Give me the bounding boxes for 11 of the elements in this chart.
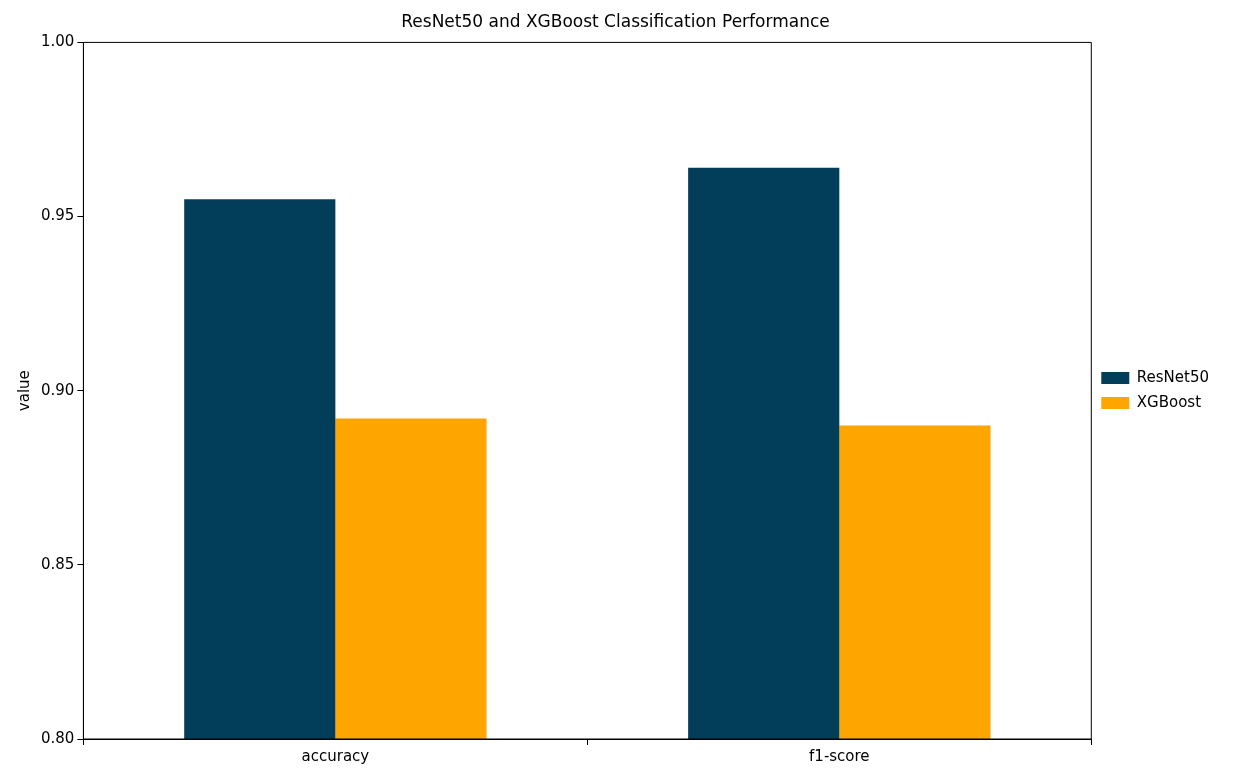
y-tick-label: 0.80 — [40, 728, 75, 747]
x-tick-label: f1-score — [809, 746, 870, 765]
legend-label: ResNet50 — [1136, 367, 1210, 386]
y-tick-label: 1.00 — [40, 32, 75, 51]
chart-title: ResNet50 and XGBoost Classification Performance — [401, 10, 830, 31]
legend-label: XGBoost — [1136, 392, 1202, 411]
y-tick-label: 0.95 — [40, 206, 75, 225]
y-tick-label: 0.85 — [40, 554, 75, 573]
y-axis-title: value — [14, 370, 33, 412]
x-tick-label: accuracy — [301, 746, 370, 765]
y-tick-label: 0.90 — [40, 380, 75, 399]
